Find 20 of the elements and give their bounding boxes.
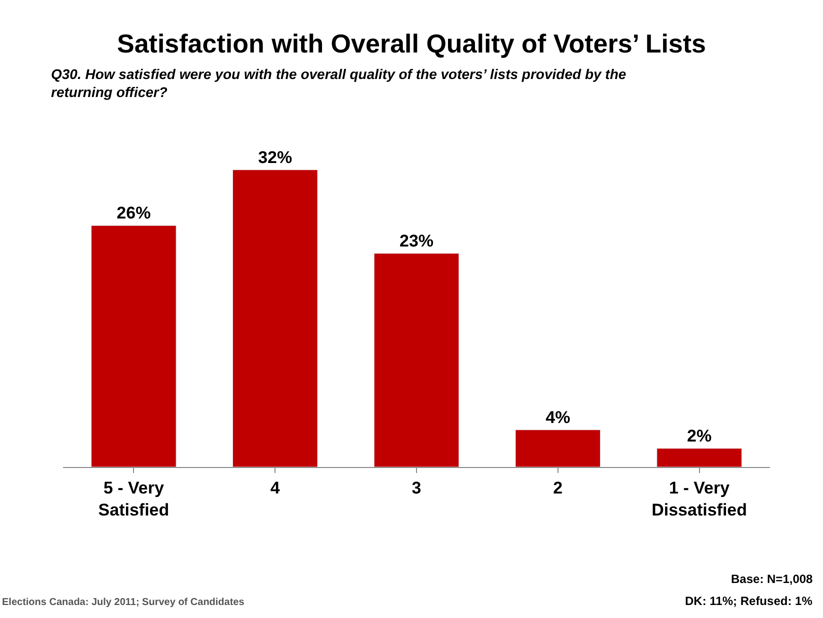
data-label: 32% bbox=[258, 148, 292, 167]
data-label: 26% bbox=[116, 204, 151, 223]
data-label: 4% bbox=[546, 408, 570, 427]
data-label: 2% bbox=[687, 426, 712, 446]
chart-title: Satisfaction with Overall Quality of Voters’ Lists bbox=[117, 28, 706, 58]
text: Base: N=1,008 bbox=[731, 572, 814, 586]
bar bbox=[656, 448, 742, 467]
text: DK: 11%; Refused: 1% bbox=[685, 594, 813, 608]
bar bbox=[515, 430, 601, 467]
x-tick-label: 4 bbox=[270, 478, 280, 498]
text: Elections Canada: July 2011; Survey of Candidates bbox=[2, 597, 245, 608]
bar bbox=[374, 253, 460, 467]
x-tick-label: 2 bbox=[553, 478, 563, 498]
x-tick-label: 3 bbox=[412, 478, 422, 498]
bar bbox=[232, 170, 318, 467]
chart-subtitle: Q30. How satisfied were you with the overall quality of the voters’ lists provided by the returning officer? bbox=[51, 66, 626, 100]
x-tick-label: 5 - Very Satisfied bbox=[98, 478, 170, 520]
x-tick-label: 1 - Very Dissatisfied bbox=[652, 478, 748, 520]
bar bbox=[91, 225, 176, 467]
data-label: 23% bbox=[399, 231, 434, 250]
